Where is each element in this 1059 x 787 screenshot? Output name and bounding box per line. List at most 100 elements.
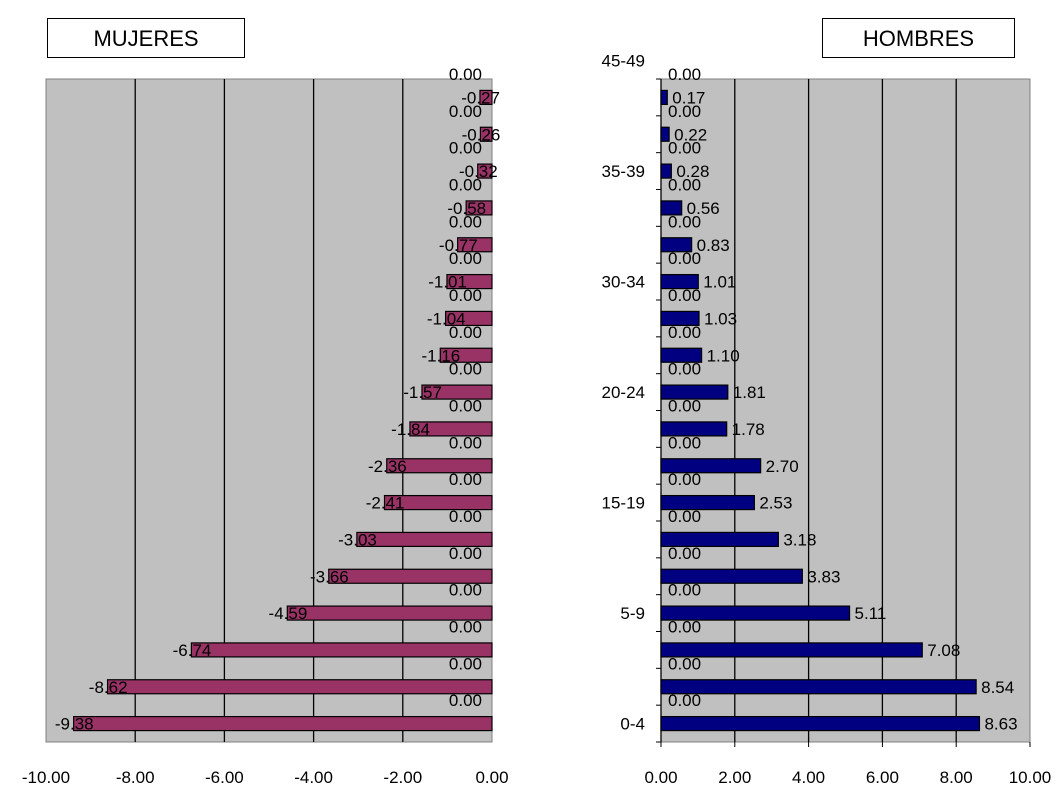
zero-label: 0.00 — [668, 433, 701, 452]
y-category-label: 15-19 — [602, 494, 645, 513]
data-label: 2.53 — [759, 494, 792, 513]
bar — [660, 200, 683, 216]
bar — [660, 310, 700, 327]
bar — [660, 605, 851, 621]
bar — [660, 89, 668, 106]
data-label: -1.04 — [427, 309, 466, 328]
zero-label: 0.00 — [668, 691, 701, 710]
data-label: 0.28 — [676, 162, 709, 181]
bar — [328, 568, 493, 584]
bar — [660, 237, 693, 253]
x-tick-label: -6.00 — [205, 768, 244, 787]
bar — [386, 458, 493, 474]
zero-label: 0.00 — [668, 65, 701, 84]
data-label: 0.17 — [672, 88, 705, 107]
bar — [660, 421, 728, 437]
bar — [421, 384, 493, 400]
bar — [660, 458, 762, 474]
data-label: -1.84 — [391, 420, 430, 439]
zero-label: 0.00 — [668, 507, 701, 526]
bar — [479, 126, 493, 142]
y-category-label: 5-9 — [620, 604, 645, 623]
y-category-label: 20-24 — [602, 383, 645, 402]
x-tick-label: 10.00 — [1009, 768, 1052, 787]
zero-label: 0.00 — [668, 102, 701, 121]
bar — [446, 273, 493, 290]
x-tick-label: -4.00 — [294, 768, 333, 787]
data-label: 0.56 — [687, 199, 720, 218]
bar — [190, 642, 493, 658]
zero-label: 0.00 — [668, 618, 701, 637]
zero-label: 0.00 — [668, 139, 701, 158]
y-category-label: 45-49 — [602, 52, 645, 71]
zero-label: 0.00 — [449, 433, 482, 452]
bar — [660, 715, 981, 732]
zero-label: 0.00 — [668, 323, 701, 342]
data-label: 1.10 — [707, 346, 740, 365]
zero-label: 0.00 — [449, 618, 482, 637]
data-label: 8.54 — [981, 678, 1014, 697]
zero-label: 0.00 — [449, 691, 482, 710]
mujeres-title: MUJERES — [47, 18, 245, 58]
x-tick-label: 4.00 — [792, 768, 825, 787]
data-label: 1.03 — [704, 309, 737, 328]
zero-label: 0.00 — [449, 544, 482, 563]
data-label: -3.66 — [310, 567, 349, 586]
data-label: -0.27 — [461, 88, 500, 107]
data-label: -0.77 — [439, 236, 478, 255]
bar — [356, 531, 493, 548]
bar — [106, 679, 493, 695]
data-label: -6.74 — [173, 641, 212, 660]
bar — [383, 494, 493, 511]
data-label: -4.59 — [269, 604, 308, 623]
zero-label: 0.00 — [668, 544, 701, 563]
bar — [457, 237, 493, 253]
data-label: -0.32 — [459, 162, 498, 181]
x-tick-label: -8.00 — [116, 768, 155, 787]
bar — [660, 568, 803, 584]
bar — [660, 347, 703, 363]
bar — [409, 421, 493, 437]
zero-label: 0.00 — [449, 470, 482, 489]
zero-label: 0.00 — [668, 286, 701, 305]
bar — [465, 200, 493, 216]
zero-label: 0.00 — [449, 139, 482, 158]
zero-label: 0.00 — [449, 65, 482, 84]
y-category-label: 30-34 — [602, 273, 645, 292]
data-label: 1.01 — [703, 273, 736, 292]
zero-label: 0.00 — [668, 581, 701, 600]
bar — [660, 163, 672, 179]
plot-area — [45, 78, 493, 743]
zero-label: 0.00 — [449, 286, 482, 305]
data-label: 3.18 — [783, 530, 816, 549]
zero-label: 0.00 — [449, 507, 482, 526]
bar — [439, 347, 493, 363]
zero-label: 0.00 — [449, 323, 482, 342]
zero-label: 0.00 — [668, 397, 701, 416]
data-label: 8.63 — [984, 715, 1017, 734]
bar — [660, 384, 729, 400]
zero-label: 0.00 — [449, 176, 482, 195]
bar — [479, 89, 493, 106]
data-label: 2.70 — [766, 457, 799, 476]
y-category-label: 35-39 — [602, 162, 645, 181]
x-tick-label: 8.00 — [940, 768, 973, 787]
data-label: -3.03 — [338, 530, 377, 549]
data-label: 0.22 — [674, 125, 707, 144]
bar — [286, 605, 493, 621]
bar — [660, 273, 699, 290]
x-tick-label: 2.00 — [718, 768, 751, 787]
zero-label: 0.00 — [449, 212, 482, 231]
zero-label: 0.00 — [449, 654, 482, 673]
x-tick-label: 6.00 — [866, 768, 899, 787]
data-label: -8.62 — [89, 678, 128, 697]
zero-label: 0.00 — [668, 212, 701, 231]
y-category-label: 0-4 — [620, 715, 645, 734]
zero-label: 0.00 — [449, 102, 482, 121]
zero-label: 0.00 — [449, 581, 482, 600]
bar — [660, 679, 977, 695]
data-label: -0.26 — [462, 125, 501, 144]
data-label: 7.08 — [927, 641, 960, 660]
bar — [73, 715, 493, 732]
zero-label: 0.00 — [668, 249, 701, 268]
